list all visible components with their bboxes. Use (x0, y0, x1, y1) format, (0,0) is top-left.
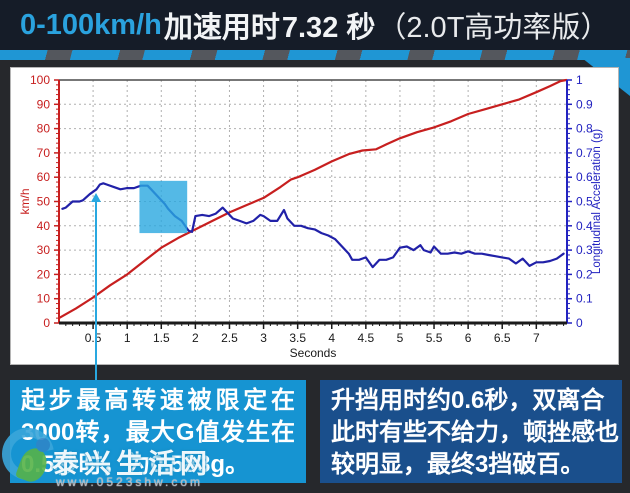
svg-text:7: 7 (533, 331, 540, 345)
svg-text:0.1: 0.1 (576, 292, 593, 306)
callout-right-line: 升挡用时约0.6秒，双离合 (331, 387, 605, 414)
svg-text:0: 0 (43, 316, 50, 330)
svg-text:90: 90 (37, 97, 51, 111)
svg-text:3.5: 3.5 (289, 331, 306, 345)
chart-panel: 0 10 20 30 40 50 60 70 80 90 100 km/h 0 0.1 0.2 0.3 0.4 0… (10, 67, 619, 365)
svg-text:80: 80 (37, 122, 51, 136)
svg-text:4: 4 (328, 331, 335, 345)
svg-text:0.8: 0.8 (576, 122, 593, 136)
svg-text:6: 6 (465, 331, 472, 345)
svg-text:0: 0 (576, 316, 583, 330)
callout-left-line: 3000转，最大G值发生在 (21, 419, 295, 446)
svg-text:100: 100 (30, 73, 50, 87)
svg-text:0.5: 0.5 (85, 331, 102, 345)
svg-text:70: 70 (37, 146, 51, 160)
svg-text:10: 10 (37, 292, 51, 306)
svg-text:2.5: 2.5 (221, 331, 238, 345)
callout-right: 升挡用时约0.6秒，双离合 此时有些不给力，顿挫感也 较明显，最终3挡破百。 (320, 380, 622, 483)
svg-text:0.9: 0.9 (576, 97, 593, 111)
svg-text:1: 1 (576, 73, 583, 87)
callout-right-line: 此时有些不给力，顿挫感也 (331, 419, 619, 446)
svg-text:3: 3 (260, 331, 267, 345)
svg-text:0.2: 0.2 (576, 267, 593, 281)
title-speed-range: 0-100km/h (20, 8, 162, 41)
svg-text:5.5: 5.5 (426, 331, 443, 345)
svg-text:30: 30 (37, 243, 51, 257)
title-variant: （2.0T高功率版） (377, 12, 610, 44)
title-time-value: 7.32 秒 (281, 12, 376, 44)
svg-text:6.5: 6.5 (494, 331, 511, 345)
callout-left-line: 0.5秒时，为0.583g。 (21, 451, 250, 478)
svg-text:0.6: 0.6 (576, 170, 593, 184)
acceleration-chart: 0 10 20 30 40 50 60 70 80 90 100 km/h 0 0.1 0.2 0.3 0.4 0… (18, 73, 603, 360)
svg-text:60: 60 (37, 170, 51, 184)
title-label: 加速用时 (163, 12, 280, 44)
svg-text:1.5: 1.5 (153, 331, 170, 345)
title-bar: 0-100km/h 加速用时 7.32 秒（2.0T高功率版） (0, 0, 630, 50)
svg-text:5: 5 (397, 331, 404, 345)
svg-text:40: 40 (37, 219, 51, 233)
annotation-arrow-line (95, 201, 97, 380)
svg-text:0.3: 0.3 (576, 243, 593, 257)
svg-text:0.7: 0.7 (576, 146, 593, 160)
svg-text:2: 2 (192, 331, 199, 345)
callout-right-line: 较明显，最终3挡破百。 (331, 451, 585, 478)
svg-text:0.4: 0.4 (576, 219, 593, 233)
svg-text:0.5: 0.5 (576, 195, 593, 209)
svg-text:1: 1 (124, 331, 131, 345)
callout-left-line: 起步最高转速被限定在 (21, 387, 295, 414)
svg-text:Seconds: Seconds (290, 346, 337, 360)
svg-text:50: 50 (37, 195, 51, 209)
svg-text:km/h: km/h (18, 188, 32, 214)
svg-text:Longitudinal Acceleration (g): Longitudinal Acceleration (g) (591, 129, 603, 274)
svg-text:20: 20 (37, 267, 51, 281)
annotation-arrow-head-icon (91, 193, 101, 202)
stripe-divider (0, 50, 630, 60)
callout-left: 起步最高转速被限定在 3000转，最大G值发生在 0.5秒时，为0.583g。 (10, 380, 306, 483)
svg-text:4.5: 4.5 (358, 331, 375, 345)
